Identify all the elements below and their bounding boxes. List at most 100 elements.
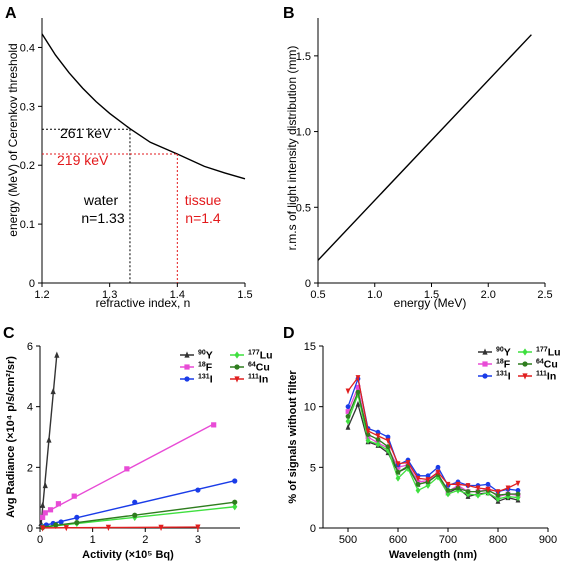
- x-tick-label: 1.4: [170, 289, 185, 301]
- annotation-219kev: 219 keV: [57, 152, 109, 168]
- fit-line: [42, 501, 235, 528]
- legend-marker: [234, 364, 240, 370]
- series-line: [347, 375, 519, 493]
- data-point: [425, 477, 431, 483]
- x-tick-label: 1.0: [367, 289, 382, 301]
- series-in: [40, 524, 201, 532]
- data-point: [345, 413, 351, 419]
- y-tick-label: 0.4: [20, 42, 35, 54]
- x-tick-label: 0: [37, 534, 43, 546]
- annotation-tissue: tissue: [185, 192, 222, 208]
- panel-b-ylabel: r.m.s of light intensity distribution (m…: [285, 46, 299, 251]
- y-tick-label: 0.3: [20, 101, 35, 113]
- x-tick-label: 1.5: [237, 289, 252, 301]
- data-point: [345, 417, 351, 425]
- data-point: [395, 469, 401, 475]
- data-point: [46, 436, 52, 443]
- x-tick-label: 600: [389, 534, 407, 546]
- panel-label-a: A: [5, 5, 17, 22]
- data-point: [375, 429, 381, 435]
- data-point: [395, 474, 401, 482]
- legend-label: 177Lu: [248, 350, 273, 362]
- panel-b-xlabel: energy (MeV): [394, 296, 467, 310]
- legend-marker: [482, 348, 488, 355]
- data-point: [385, 444, 391, 450]
- legend-marker: [522, 361, 528, 367]
- y-tick-label: 0: [305, 278, 311, 290]
- panel-label-d: D: [283, 325, 295, 342]
- data-point: [345, 409, 351, 414]
- legend-label: 64Cu: [248, 362, 270, 374]
- legend-label: 131I: [496, 371, 511, 383]
- data-point: [50, 387, 56, 395]
- panel-a-xlabel: refractive index, n: [96, 296, 191, 310]
- data-point: [365, 434, 371, 440]
- data-point: [485, 481, 491, 487]
- data-point: [355, 389, 361, 395]
- x-tick-label: 700: [439, 534, 457, 546]
- data-point: [232, 503, 238, 511]
- data-point: [375, 433, 381, 440]
- annotation-261kev: 261 keV: [60, 125, 112, 141]
- legend-label: 90Y: [198, 350, 213, 362]
- y-tick-label: 0: [29, 278, 35, 290]
- x-tick-label: 900: [539, 534, 557, 546]
- panel-d: Wavelength (nm) % of signals without fil…: [287, 370, 477, 561]
- fit-line: [42, 506, 235, 528]
- x-tick-label: 0.5: [310, 289, 325, 301]
- data-point: [465, 490, 471, 498]
- data-point: [345, 404, 351, 410]
- data-point: [232, 499, 238, 505]
- data-point: [455, 485, 461, 491]
- legend-label: 131I: [198, 374, 213, 386]
- legend-label: 90Y: [496, 347, 511, 359]
- series-cu: [40, 499, 238, 530]
- data-point: [74, 514, 80, 520]
- data-point: [355, 375, 361, 381]
- legend-marker: [184, 376, 190, 382]
- series-in: [345, 375, 521, 495]
- y-tick-label: 1.5: [296, 51, 311, 63]
- legend-marker: [234, 351, 240, 359]
- y-tick-label: 5: [310, 462, 316, 474]
- data-point: [445, 481, 451, 488]
- x-tick-label: 2.0: [481, 289, 496, 301]
- panel-label-b: B: [283, 5, 295, 22]
- data-point: [345, 388, 351, 395]
- legend-label: 111In: [248, 374, 268, 386]
- data-point: [495, 495, 501, 503]
- legend-marker: [522, 348, 528, 356]
- legend-marker: [482, 373, 488, 379]
- x-tick-label: 2: [142, 534, 148, 546]
- data-point: [375, 437, 381, 442]
- data-point: [53, 522, 59, 528]
- y-tick-label: 4: [27, 402, 33, 414]
- data-point: [395, 464, 401, 470]
- series-line: [347, 385, 519, 498]
- data-point: [515, 480, 521, 487]
- x-tick-label: 1.3: [102, 289, 117, 301]
- data-point: [42, 481, 48, 489]
- data-point: [515, 487, 521, 493]
- legend-label: 18F: [496, 359, 511, 371]
- panel-d-ylabel: % of signals without filter: [287, 370, 299, 504]
- legend-label: 64Cu: [536, 359, 558, 371]
- data-point: [505, 491, 511, 497]
- data-point: [385, 446, 391, 454]
- data-point: [485, 486, 491, 493]
- x-tick-label: 1.5: [424, 289, 439, 301]
- data-point: [40, 501, 46, 508]
- x-tick-label: 800: [489, 534, 507, 546]
- data-point: [495, 489, 501, 495]
- data-point: [42, 510, 48, 516]
- data-point: [505, 485, 511, 492]
- series-line: [347, 402, 519, 503]
- x-tick-label: 1.2: [34, 289, 49, 301]
- x-tick-label: 1: [90, 534, 96, 546]
- data-point: [40, 514, 46, 520]
- data-point: [515, 491, 521, 497]
- data-point: [365, 432, 371, 437]
- x-tick-label: 500: [339, 534, 357, 546]
- data-point: [475, 489, 481, 494]
